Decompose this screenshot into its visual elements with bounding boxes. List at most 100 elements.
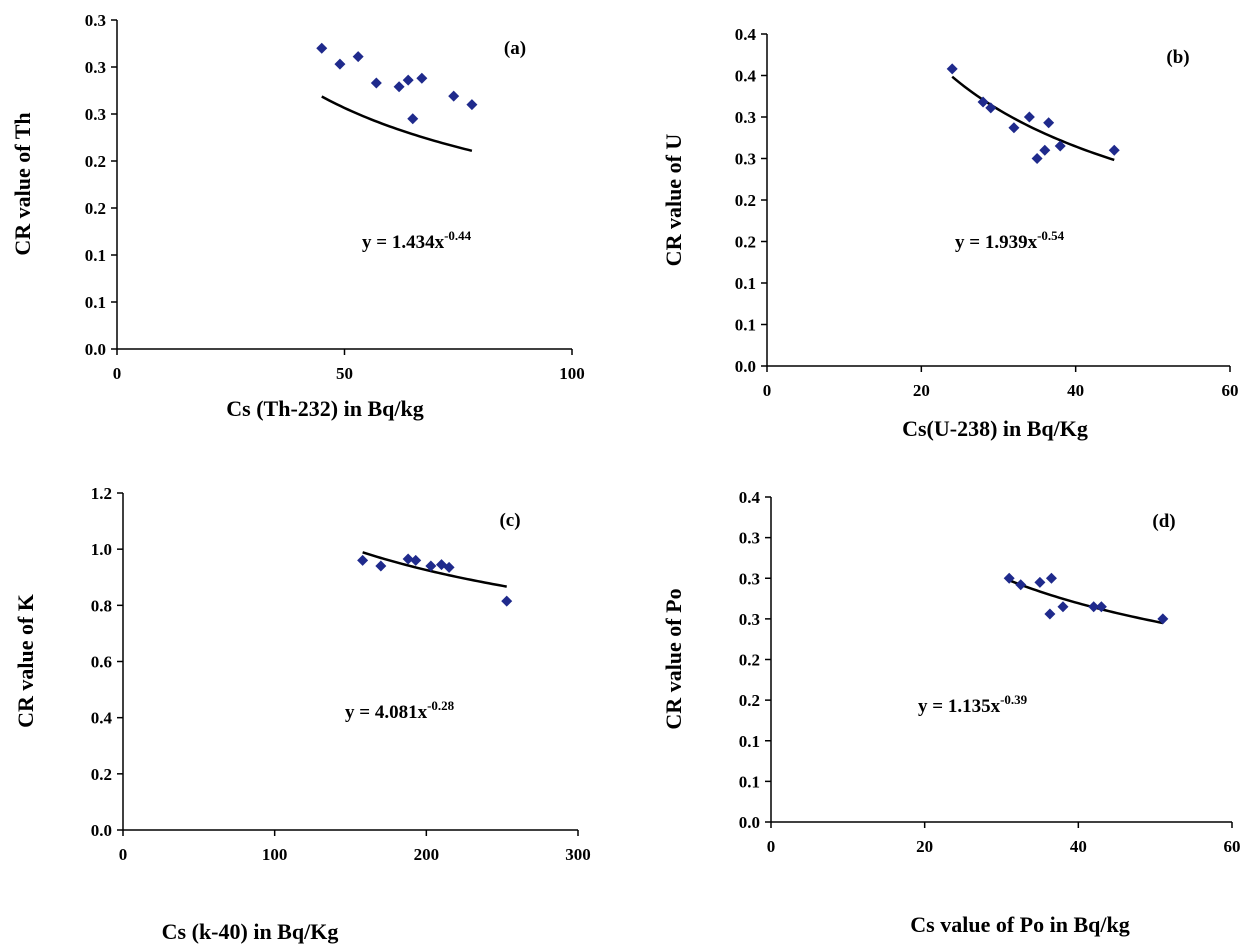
y-tick-label-d: 0.2 bbox=[739, 691, 760, 710]
data-point-b bbox=[1031, 153, 1043, 164]
data-point-b bbox=[1054, 140, 1066, 152]
data-point-b bbox=[1023, 111, 1035, 123]
data-point-d bbox=[1088, 601, 1100, 613]
x-tick-label-b: 60 bbox=[1222, 381, 1239, 400]
x-tick-label-c: 200 bbox=[414, 845, 440, 864]
y-tick-label-a: 0.0 bbox=[85, 340, 106, 359]
data-point-b bbox=[946, 63, 958, 75]
data-point-c bbox=[410, 554, 422, 566]
y-tick-label-c: 0.2 bbox=[91, 765, 112, 784]
x-axis-label-b: Cs(U-238) in Bq/Kg bbox=[902, 416, 1088, 441]
equation-c: y = 4.081x-0.28 bbox=[345, 698, 455, 723]
x-tick-label-b: 40 bbox=[1067, 381, 1084, 400]
data-point-d bbox=[1044, 608, 1056, 620]
y-tick-label-b: 0.3 bbox=[735, 108, 756, 127]
y-tick-label-b: 0.1 bbox=[735, 316, 756, 335]
data-point-a bbox=[448, 90, 460, 102]
data-point-d bbox=[1015, 579, 1027, 591]
data-point-c bbox=[357, 554, 369, 566]
y-tick-label-a: 0.3 bbox=[85, 105, 106, 124]
panel-label-b: (b) bbox=[1166, 47, 1189, 68]
y-tick-label-b: 0.1 bbox=[735, 274, 756, 293]
data-point-a bbox=[316, 42, 328, 54]
y-tick-label-d: 0.3 bbox=[739, 529, 760, 548]
y-tick-label-d: 0.1 bbox=[739, 772, 760, 791]
y-tick-label-b: 0.3 bbox=[735, 150, 756, 169]
y-tick-label-b: 0.4 bbox=[735, 25, 757, 44]
trendline-c bbox=[362, 551, 507, 588]
data-point-a bbox=[370, 77, 382, 89]
data-point-c bbox=[501, 595, 513, 607]
panel-label-a: (a) bbox=[504, 38, 526, 59]
y-tick-label-c: 1.0 bbox=[91, 540, 112, 559]
y-tick-label-b: 0.2 bbox=[735, 233, 756, 252]
y-tick-label-d: 0.3 bbox=[739, 610, 760, 629]
x-tick-label-a: 100 bbox=[559, 364, 585, 383]
x-tick-label-c: 100 bbox=[262, 845, 288, 864]
y-tick-label-d: 0.3 bbox=[739, 569, 760, 588]
trendline-d bbox=[1008, 579, 1164, 625]
data-point-d bbox=[1157, 613, 1169, 625]
y-tick-label-a: 0.1 bbox=[85, 246, 106, 265]
data-point-b bbox=[1108, 144, 1120, 156]
y-tick-label-b: 0.0 bbox=[735, 357, 756, 376]
y-tick-label-c: 0.0 bbox=[91, 821, 112, 840]
y-tick-label-c: 0.6 bbox=[91, 653, 112, 672]
y-tick-label-d: 0.1 bbox=[739, 732, 760, 751]
x-tick-label-c: 300 bbox=[565, 845, 591, 864]
data-point-c bbox=[402, 553, 414, 565]
y-axis-label-b: CR value of U bbox=[661, 134, 686, 267]
y-tick-label-d: 0.2 bbox=[739, 651, 760, 670]
x-axis-label-a: Cs (Th-232) in Bq/kg bbox=[226, 396, 423, 421]
data-point-d bbox=[1095, 601, 1107, 613]
data-point-a bbox=[416, 72, 428, 84]
equation-b: y = 1.939x-0.54 bbox=[955, 228, 1065, 253]
y-tick-label-a: 0.3 bbox=[85, 11, 106, 30]
y-tick-label-c: 0.4 bbox=[91, 709, 113, 728]
x-axis-label-c: Cs (k-40) in Bq/Kg bbox=[162, 919, 339, 944]
equation-a: y = 1.434x-0.44 bbox=[362, 228, 472, 253]
y-tick-label-d: 0.0 bbox=[739, 813, 760, 832]
x-tick-label-a: 50 bbox=[336, 364, 353, 383]
y-tick-label-b: 0.4 bbox=[735, 67, 757, 86]
y-tick-label-b: 0.2 bbox=[735, 191, 756, 210]
x-tick-label-b: 20 bbox=[913, 381, 930, 400]
y-axis-label-a: CR value of Th bbox=[10, 112, 35, 255]
y-tick-label-a: 0.3 bbox=[85, 58, 106, 77]
data-point-b bbox=[977, 96, 989, 108]
x-tick-label-b: 0 bbox=[763, 381, 772, 400]
x-tick-label-d: 20 bbox=[916, 837, 933, 856]
data-point-b bbox=[1039, 144, 1051, 156]
panel-label-c: (c) bbox=[499, 510, 520, 531]
x-tick-label-a: 0 bbox=[113, 364, 122, 383]
data-point-a bbox=[334, 58, 346, 70]
x-tick-label-d: 60 bbox=[1224, 837, 1241, 856]
x-tick-label-d: 40 bbox=[1070, 837, 1087, 856]
y-axis-label-d: CR value of Po bbox=[661, 588, 686, 729]
trendline-b bbox=[951, 75, 1115, 162]
data-point-d bbox=[1003, 572, 1015, 584]
y-axis-label-c: CR value of K bbox=[13, 594, 38, 728]
y-tick-label-c: 1.2 bbox=[91, 484, 112, 503]
y-tick-label-a: 0.1 bbox=[85, 293, 106, 312]
y-tick-label-c: 0.8 bbox=[91, 596, 112, 615]
data-point-d bbox=[1034, 576, 1046, 588]
data-point-d bbox=[1057, 601, 1069, 613]
equation-d: y = 1.135x-0.39 bbox=[918, 692, 1028, 717]
y-tick-label-d: 0.4 bbox=[739, 488, 761, 507]
data-point-c bbox=[375, 560, 387, 572]
data-point-b bbox=[985, 102, 997, 114]
data-point-a bbox=[407, 113, 419, 125]
data-point-b bbox=[1008, 122, 1020, 134]
data-point-c bbox=[443, 561, 455, 573]
data-point-c bbox=[425, 560, 437, 572]
y-tick-label-a: 0.2 bbox=[85, 152, 106, 171]
panel-label-d: (d) bbox=[1152, 511, 1175, 532]
y-tick-label-a: 0.2 bbox=[85, 199, 106, 218]
data-point-a bbox=[466, 99, 478, 111]
data-point-a bbox=[393, 81, 405, 93]
data-point-d bbox=[1045, 572, 1057, 584]
data-point-b bbox=[1043, 117, 1055, 129]
x-axis-label-d: Cs value of Po in Bq/kg bbox=[910, 912, 1129, 937]
